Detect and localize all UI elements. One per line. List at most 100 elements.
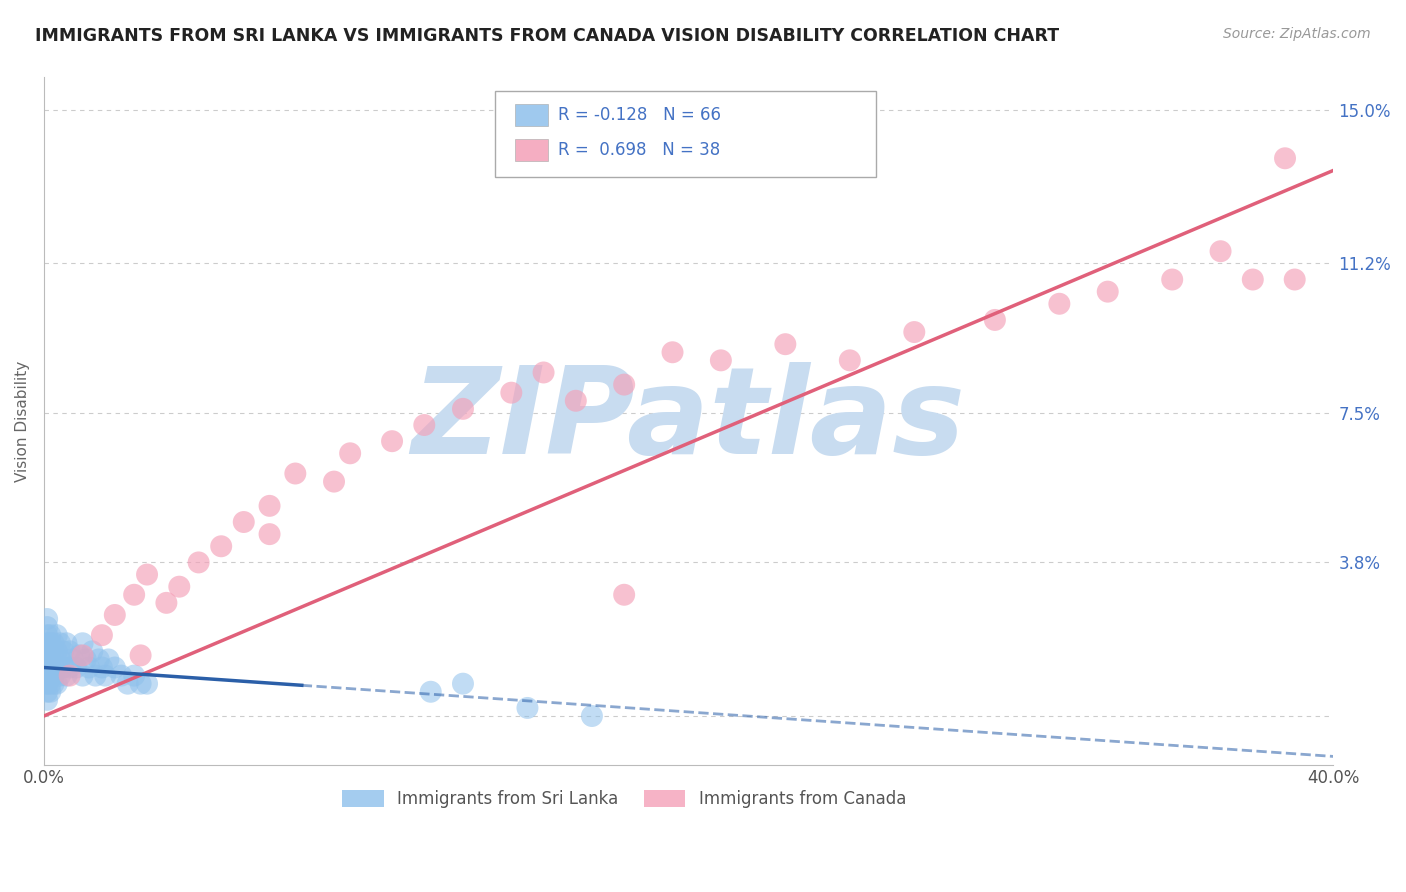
Point [155,596,177,610]
Point [45,628,67,642]
Point [39,668,62,682]
Point [39,676,62,690]
Point [84,668,107,682]
Point [75,652,97,666]
Point [94,668,117,682]
Text: R =  0.698   N = 38: R = 0.698 N = 38 [558,141,721,159]
Point [59,644,82,658]
Point [122,588,145,602]
Point [37,628,59,642]
Point [581,709,603,723]
Point [661,345,683,359]
Point [117,676,139,690]
Point [1274,151,1296,165]
Point [381,434,404,449]
Point [232,515,254,529]
Point [72,668,94,682]
Point [169,580,191,594]
Point [77,660,100,674]
Point [37,660,59,674]
Point [533,366,555,380]
Text: ZIPatlas: ZIPatlas [412,362,966,480]
Bar [515,104,548,127]
Point [501,385,523,400]
Point [984,313,1007,327]
Point [42,668,65,682]
Point [39,685,62,699]
Point [39,668,62,682]
Point [136,676,159,690]
Point [187,556,209,570]
Point [129,648,152,663]
Point [284,467,307,481]
Point [49,636,72,650]
Point [838,353,860,368]
Bar [515,138,548,161]
Point [39,644,62,658]
Point [37,676,59,690]
Point [82,644,104,658]
Point [259,499,281,513]
Point [903,325,925,339]
Point [516,701,538,715]
Point [39,652,62,666]
Point [1284,272,1306,286]
Point [97,652,120,666]
Point [39,636,62,650]
Point [42,636,65,650]
Point [37,644,59,658]
Point [67,648,90,663]
Point [55,636,77,650]
Point [104,607,127,622]
Point [39,660,62,674]
Point [90,660,112,674]
Text: R = -0.128   N = 66: R = -0.128 N = 66 [558,106,721,124]
Point [52,644,75,658]
Point [37,676,59,690]
Point [419,685,441,699]
Point [339,446,361,460]
Point [37,636,59,650]
Point [136,567,159,582]
Point [710,353,733,368]
Point [110,668,132,682]
Point [613,588,636,602]
Point [37,685,59,699]
Point [49,668,72,682]
Point [42,676,65,690]
Point [37,668,59,682]
Point [45,676,67,690]
Point [37,652,59,666]
Point [1097,285,1119,299]
Point [129,676,152,690]
Point [775,337,797,351]
Point [45,644,67,658]
Point [1047,297,1070,311]
Point [72,636,94,650]
Point [209,539,232,553]
Point [37,693,59,707]
FancyBboxPatch shape [495,91,876,178]
Point [565,393,588,408]
Y-axis label: Vision Disability: Vision Disability [15,360,30,482]
Point [1161,272,1184,286]
Point [87,652,110,666]
Point [39,648,62,663]
Point [104,660,127,674]
Point [59,668,82,682]
Point [65,660,87,674]
Point [37,652,59,666]
Point [42,644,65,658]
Point [451,676,474,690]
Point [45,660,67,674]
Point [42,660,65,674]
Legend: Immigrants from Sri Lanka, Immigrants from Canada: Immigrants from Sri Lanka, Immigrants fr… [336,783,912,814]
Point [72,648,94,663]
Point [39,628,62,642]
Point [259,527,281,541]
Point [122,668,145,682]
Point [37,620,59,634]
Text: IMMIGRANTS FROM SRI LANKA VS IMMIGRANTS FROM CANADA VISION DISABILITY CORRELATIO: IMMIGRANTS FROM SRI LANKA VS IMMIGRANTS … [35,27,1059,45]
Point [1241,272,1264,286]
Point [90,628,112,642]
